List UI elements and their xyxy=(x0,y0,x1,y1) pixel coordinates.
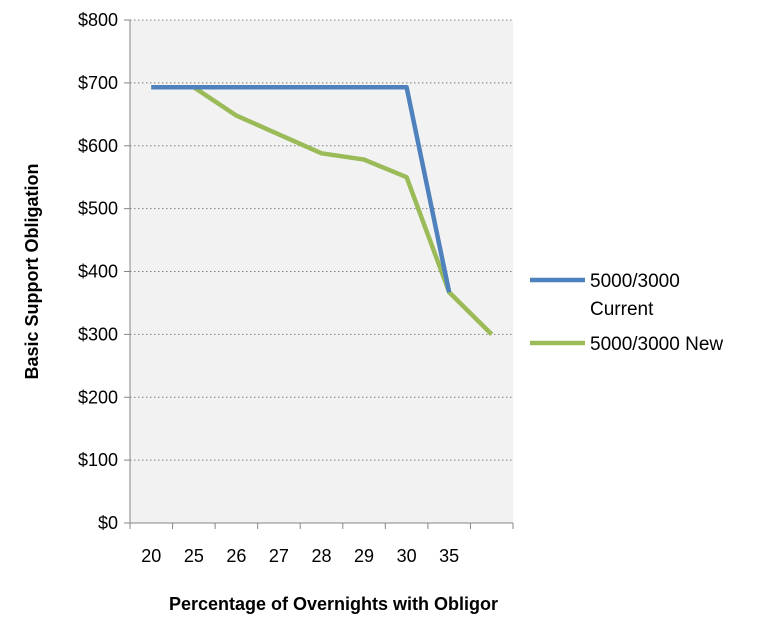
x-tick-label: 26 xyxy=(226,546,246,566)
series-line xyxy=(151,85,452,293)
x-axis-title: Percentage of Overnights with Obligor xyxy=(169,594,498,614)
y-axis-title: Basic Support Obligation xyxy=(22,163,42,379)
x-tick-label: 20 xyxy=(141,546,161,566)
y-tick-label: $0 xyxy=(98,513,118,533)
series-lines xyxy=(151,85,494,336)
x-tick-label: 30 xyxy=(397,546,417,566)
y-tick-label: $700 xyxy=(78,73,118,93)
y-tick-label: $300 xyxy=(78,324,118,344)
x-tick-labels: 20 25 26 27 28 29 30 35 xyxy=(141,546,459,566)
x-tick-label: 27 xyxy=(269,546,289,566)
legend-label: Current xyxy=(590,299,654,320)
x-tick-label: 35 xyxy=(439,546,459,566)
x-tick-label: 28 xyxy=(311,546,331,566)
y-tick-label: $200 xyxy=(78,387,118,407)
legend-label: 5000/3000 New xyxy=(590,334,723,355)
y-tick-label: $500 xyxy=(78,199,118,219)
axes xyxy=(124,19,514,529)
plot-area xyxy=(130,20,513,523)
y-tick-label: $400 xyxy=(78,262,118,282)
series-line xyxy=(151,85,494,336)
y-tick-label: $800 xyxy=(78,10,118,30)
x-tick-label: 25 xyxy=(184,546,204,566)
y-tick-labels: $0 $100 $200 $300 $400 $500 $600 $700 $800 xyxy=(78,10,118,533)
legend-label: 5000/3000 xyxy=(590,271,680,292)
legend: 5000/3000 Current 5000/3000 New xyxy=(530,271,723,355)
y-tick-label: $600 xyxy=(78,136,118,156)
x-tick-label: 29 xyxy=(354,546,374,566)
y-tick-label: $100 xyxy=(78,450,118,470)
